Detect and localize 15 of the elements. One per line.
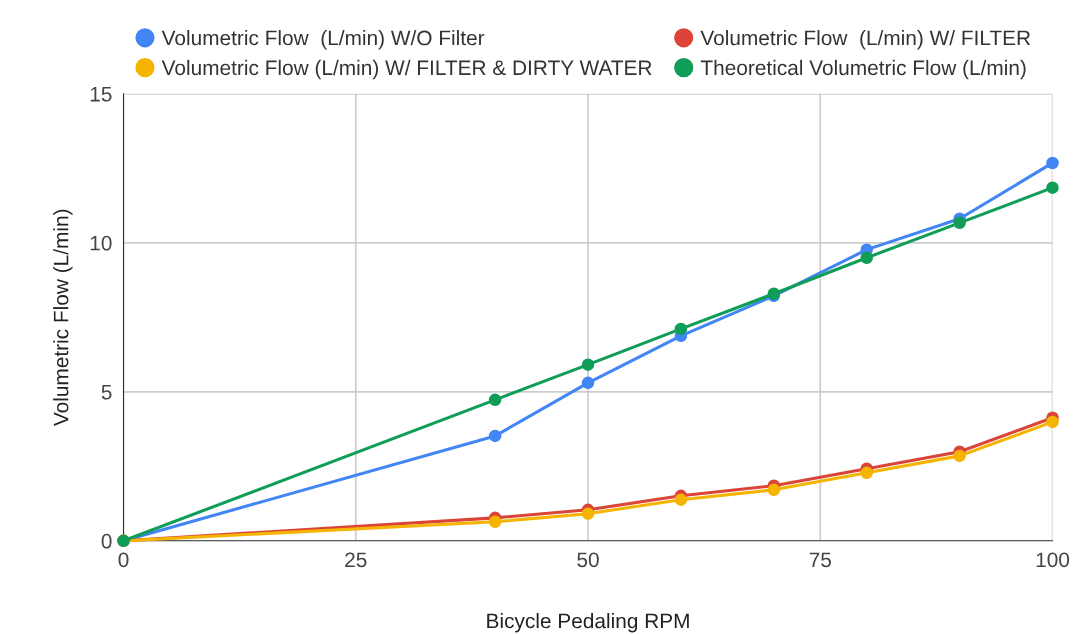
x-axis-title: Bicycle Pedaling RPM	[487, 613, 689, 633]
x-tick-label: 100	[1036, 552, 1070, 568]
y-tick-label: 5	[101, 385, 112, 400]
y-axis-title: Volumetric Flow (L/min)	[53, 209, 73, 427]
x-tick-label: 50	[577, 552, 599, 568]
legend-label: Volumetric Flow (L/min) W/ FILTER & DIRTY WATER	[161, 59, 652, 80]
legend-label: Theoretical Volumetric Flow (L/min)	[700, 59, 1026, 80]
x-tick-label: 75	[809, 552, 831, 568]
x-tick-label: 0	[118, 552, 129, 568]
x-tick-label: 25	[345, 552, 367, 568]
y-tick-label: 15	[90, 87, 112, 102]
legend-label: Volumetric Flow (L/min) W/O Filter	[161, 29, 485, 50]
y-tick-label: 10	[90, 235, 112, 251]
legend-label: Volumetric Flow (L/min) W/ FILTER	[700, 29, 1031, 50]
y-tick-label: 0	[101, 533, 112, 549]
